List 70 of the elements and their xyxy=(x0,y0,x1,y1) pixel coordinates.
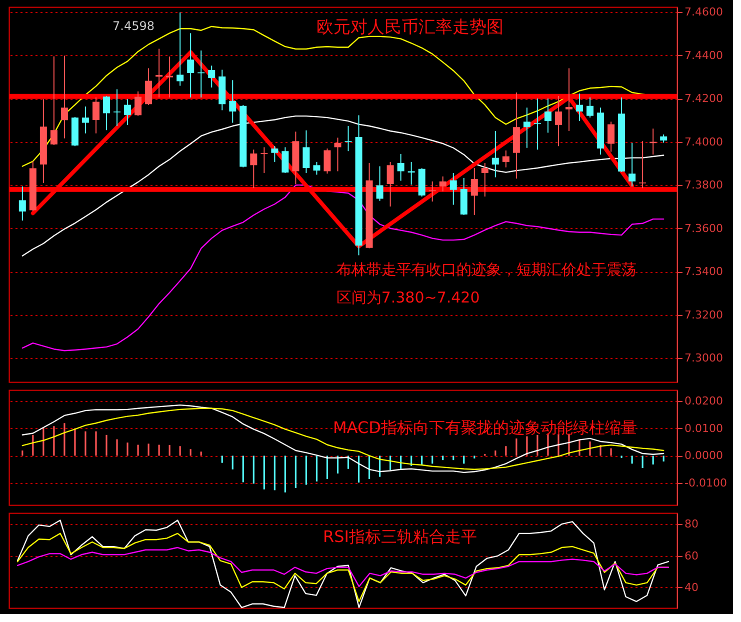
candlestick xyxy=(608,121,615,152)
candlestick xyxy=(134,90,142,116)
candlestick xyxy=(586,96,594,118)
candlestick xyxy=(397,153,404,182)
candlestick xyxy=(492,130,499,178)
y-tick-label: 80 xyxy=(684,518,698,531)
candlestick xyxy=(103,95,110,131)
candlestick xyxy=(145,68,152,106)
candlestick xyxy=(450,172,457,206)
y-tick-label: 60 xyxy=(684,549,698,562)
line-series xyxy=(16,520,670,608)
candlestick xyxy=(18,186,26,222)
candlestick xyxy=(260,146,268,174)
y-tick-label: 7.3800 xyxy=(684,178,723,192)
candlestick xyxy=(439,176,446,192)
annotation: RSI指标三轨粘合走平 xyxy=(322,526,477,546)
candlestick xyxy=(344,126,352,152)
candlestick xyxy=(565,68,572,132)
annotation: 区间为7.380~7.420 xyxy=(336,288,480,307)
candlestick xyxy=(208,65,216,88)
y-tick-label: 0.0200 xyxy=(684,394,723,408)
candlestick xyxy=(376,166,384,202)
candlestick xyxy=(534,98,541,150)
y-tick-label: 7.4600 xyxy=(684,5,723,18)
candlestick xyxy=(334,137,342,172)
y-tick-label: -0.0100 xyxy=(684,476,727,490)
candlestick xyxy=(313,161,320,176)
candlestick xyxy=(124,98,132,126)
candlestick xyxy=(386,161,394,208)
candlestick xyxy=(628,142,636,187)
candlestick xyxy=(250,149,258,189)
y-tick-label: 7.4400 xyxy=(684,48,723,62)
candlestick xyxy=(324,148,331,174)
candlestick xyxy=(302,130,310,174)
y-tick-label: 7.4200 xyxy=(684,92,723,106)
y-tick-label: 0.0100 xyxy=(684,422,723,435)
candlestick xyxy=(187,32,194,98)
candlestick xyxy=(176,12,184,86)
candlestick xyxy=(229,80,236,124)
candlestick xyxy=(92,96,100,134)
line-series xyxy=(22,184,664,352)
candlestick xyxy=(82,106,89,134)
annotation: 7.4598 xyxy=(112,18,155,33)
candlestick xyxy=(523,107,530,148)
candlestick xyxy=(470,167,478,216)
y-tick-label: 7.3000 xyxy=(684,352,723,365)
y-tick-label: 40 xyxy=(684,580,698,594)
line-series xyxy=(16,546,670,588)
candlestick xyxy=(166,56,174,98)
candlestick xyxy=(576,93,583,122)
line-series xyxy=(22,115,664,256)
candlestick xyxy=(554,95,562,147)
candlestick xyxy=(271,146,278,162)
y-tick-label: 7.4000 xyxy=(684,135,723,148)
candlestick xyxy=(544,98,552,134)
candlestick xyxy=(408,161,415,186)
y-tick-label: 7.3600 xyxy=(684,222,723,235)
annotation: 布林带走平有收口的迹象，短期汇价处于震荡 xyxy=(336,260,636,278)
y-tick-label: 7.3200 xyxy=(684,308,723,322)
candlestick xyxy=(481,162,488,198)
candlestick xyxy=(114,88,121,127)
y-tick-label: 7.3400 xyxy=(684,265,723,278)
candlestick xyxy=(50,56,58,146)
text: 欧元对人民币汇率走势图 xyxy=(316,18,504,38)
candlestick xyxy=(282,146,289,174)
candlestick xyxy=(60,55,68,139)
candlestick xyxy=(502,150,510,168)
annotation: MACD指标向下有聚拢的迹象动能绿柱缩量 xyxy=(332,418,637,437)
candlestick xyxy=(639,140,646,189)
y-tick-label: 0.0000 xyxy=(684,449,723,462)
